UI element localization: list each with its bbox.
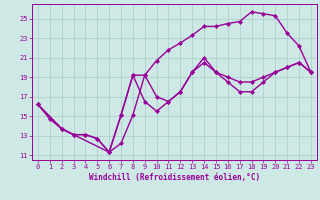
X-axis label: Windchill (Refroidissement éolien,°C): Windchill (Refroidissement éolien,°C) (89, 173, 260, 182)
